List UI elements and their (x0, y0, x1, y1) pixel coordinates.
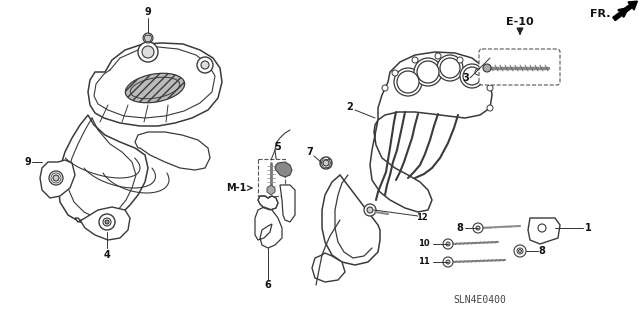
Circle shape (53, 175, 59, 181)
Circle shape (392, 70, 398, 76)
Circle shape (437, 55, 463, 81)
Circle shape (446, 260, 450, 264)
Text: 6: 6 (264, 280, 271, 290)
Polygon shape (312, 253, 345, 282)
Text: FR.: FR. (589, 9, 611, 19)
Polygon shape (135, 132, 210, 170)
Text: 12: 12 (416, 213, 428, 222)
Text: 4: 4 (104, 250, 110, 260)
Text: 8: 8 (456, 223, 463, 233)
Circle shape (103, 218, 111, 226)
Polygon shape (58, 115, 148, 225)
Polygon shape (40, 160, 75, 198)
Circle shape (475, 69, 481, 75)
Circle shape (487, 105, 493, 111)
Circle shape (457, 57, 463, 63)
Circle shape (440, 58, 460, 78)
Text: 2: 2 (347, 102, 353, 112)
Polygon shape (258, 196, 278, 210)
Text: 1: 1 (584, 223, 591, 233)
Polygon shape (528, 218, 560, 244)
Circle shape (367, 207, 373, 213)
Circle shape (323, 160, 329, 166)
Circle shape (446, 242, 450, 246)
Circle shape (476, 226, 480, 230)
Text: 7: 7 (307, 147, 314, 157)
Circle shape (138, 42, 158, 62)
Circle shape (463, 67, 481, 85)
Circle shape (435, 53, 441, 59)
Text: E-10: E-10 (506, 17, 534, 27)
Circle shape (201, 61, 209, 69)
Circle shape (142, 46, 154, 58)
Polygon shape (378, 52, 492, 120)
Text: 11: 11 (418, 257, 430, 266)
Circle shape (412, 57, 418, 63)
Circle shape (397, 71, 419, 93)
FancyBboxPatch shape (258, 159, 285, 196)
Text: 3: 3 (463, 73, 469, 83)
Circle shape (143, 33, 153, 43)
Circle shape (514, 245, 526, 257)
Circle shape (538, 224, 546, 232)
Text: 8: 8 (539, 246, 545, 256)
FancyBboxPatch shape (479, 49, 560, 85)
Circle shape (460, 64, 484, 88)
Circle shape (417, 61, 439, 83)
Circle shape (394, 68, 422, 96)
Circle shape (414, 58, 442, 86)
Circle shape (518, 249, 522, 253)
Text: SLN4E0400: SLN4E0400 (454, 295, 506, 305)
Polygon shape (370, 120, 432, 212)
Circle shape (487, 85, 493, 91)
Polygon shape (255, 207, 282, 248)
Polygon shape (275, 162, 292, 177)
Circle shape (483, 64, 491, 72)
Text: 5: 5 (275, 142, 282, 152)
Ellipse shape (125, 73, 185, 103)
Text: 10: 10 (418, 240, 430, 249)
Polygon shape (267, 185, 275, 195)
Polygon shape (280, 185, 295, 222)
Polygon shape (75, 207, 130, 240)
Circle shape (517, 248, 523, 254)
Circle shape (382, 85, 388, 91)
FancyArrow shape (612, 1, 637, 21)
Circle shape (473, 223, 483, 233)
Text: M-1: M-1 (226, 183, 246, 193)
Circle shape (443, 239, 453, 249)
Circle shape (105, 220, 109, 224)
Polygon shape (322, 175, 380, 265)
Circle shape (99, 214, 115, 230)
Text: 9: 9 (145, 7, 152, 17)
Circle shape (443, 257, 453, 267)
Circle shape (364, 204, 376, 216)
Polygon shape (88, 43, 222, 126)
Circle shape (320, 157, 332, 169)
Text: 9: 9 (24, 157, 31, 167)
Circle shape (197, 57, 213, 73)
Circle shape (49, 171, 63, 185)
